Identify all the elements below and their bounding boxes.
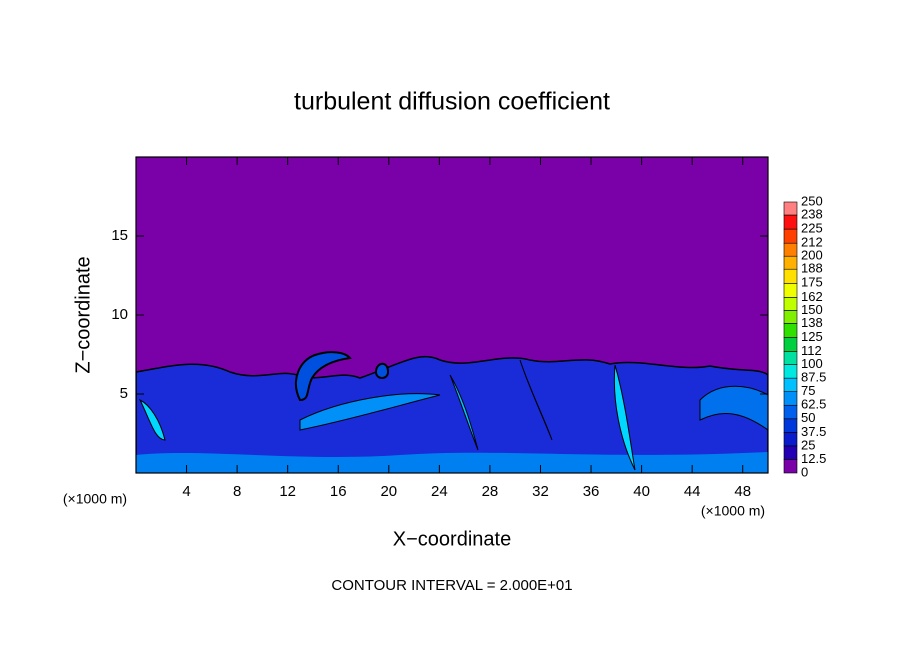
colorbar-band	[783, 228, 798, 244]
colorbar-band	[783, 445, 798, 460]
colorbar-label: 175	[801, 275, 823, 290]
colorbar-label: 62.5	[801, 397, 826, 412]
colorbar-band	[783, 297, 798, 311]
x-tick-label: 24	[431, 483, 448, 500]
colorbar-label: 200	[801, 248, 823, 263]
chart-title: turbulent diffusion coefficient	[294, 88, 610, 116]
field-streak	[295, 351, 352, 402]
colorbar-band	[783, 418, 798, 433]
field-streak	[374, 362, 390, 379]
colorbar-label: 225	[801, 221, 823, 236]
colorbar-label: 50	[801, 410, 815, 425]
x-tick-label: 8	[233, 483, 241, 500]
y-tick-label: 5	[120, 385, 128, 402]
field-streak	[299, 393, 441, 431]
colorbar-label: 87.5	[801, 370, 826, 385]
x-tick-label: 44	[684, 483, 701, 500]
colorbar-band	[783, 214, 798, 230]
field-layer	[136, 355, 768, 473]
x-unit: (×1000 m)	[701, 503, 765, 519]
y-tick-label: 10	[111, 306, 128, 323]
colorbar-band	[783, 364, 798, 379]
colorbar-band	[783, 351, 798, 365]
colorbar-band	[783, 391, 798, 406]
x-tick-label: 36	[583, 483, 600, 500]
colorbar-label: 250	[801, 193, 823, 208]
x-tick-label: 20	[380, 483, 397, 500]
x-axis-label: X−coordinate	[393, 528, 511, 550]
field-streak	[699, 385, 768, 431]
colorbar-band	[783, 282, 798, 298]
colorbar-band	[783, 268, 798, 284]
x-tick-label: 32	[532, 483, 549, 500]
y-axis-label: Z−coordinate	[72, 256, 94, 373]
colorbar-label: 238	[801, 206, 823, 221]
colorbar-label: 150	[801, 302, 823, 317]
field	[136, 351, 768, 473]
colorbar-label: 162	[801, 289, 823, 304]
colorbar-label: 188	[801, 261, 823, 276]
colorbar-band	[783, 404, 798, 420]
colorbar-label: 138	[801, 315, 823, 330]
colorbar-band	[783, 310, 798, 324]
x-tick-label: 40	[633, 483, 650, 500]
colorbar-label: 100	[801, 356, 823, 371]
colorbar-band	[783, 377, 798, 392]
field-layer	[136, 452, 768, 473]
colorbar-label: 112	[801, 343, 822, 358]
colorbar-label: 125	[801, 329, 823, 344]
colorbar-band	[783, 323, 798, 338]
y-tick-label: 15	[111, 227, 128, 244]
colorbar-band	[783, 459, 798, 474]
colorbar-band	[783, 337, 798, 352]
x-tick-label: 28	[482, 483, 499, 500]
field-streak	[613, 364, 636, 471]
colorbar-label: 75	[801, 383, 815, 398]
x-tick-label: 4	[182, 483, 190, 500]
colorbar-label: 12.5	[801, 451, 826, 466]
colorbar-label: 37.5	[801, 424, 826, 439]
colorbar-band	[783, 201, 798, 216]
y-unit: (×1000 m)	[63, 491, 127, 507]
x-tick-label: 12	[279, 483, 296, 500]
field-streak	[519, 359, 553, 441]
colorbar-band	[783, 242, 798, 257]
colorbar-label: 0	[801, 464, 808, 479]
x-tick-label: 48	[734, 483, 751, 500]
x-tick-label: 16	[330, 483, 347, 500]
field-streak	[138, 398, 166, 441]
field-streak	[449, 374, 479, 451]
colorbar-band	[783, 432, 798, 447]
colorbar-band	[783, 255, 798, 270]
annotation: CONTOUR INTERVAL = 2.000E+01	[331, 577, 572, 594]
colorbar-label: 25	[801, 437, 815, 452]
colorbar-label: 212	[801, 235, 823, 250]
